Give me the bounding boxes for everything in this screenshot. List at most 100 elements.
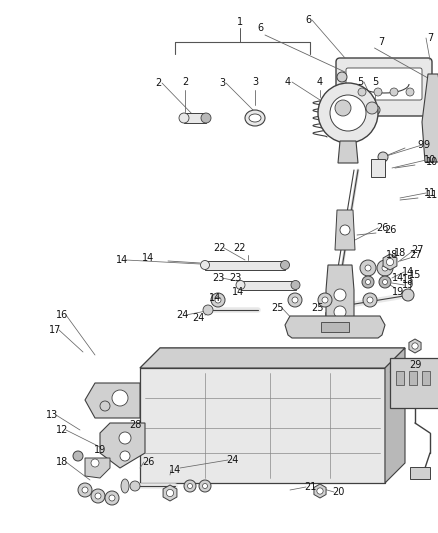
Text: 21: 21: [304, 482, 316, 492]
Circle shape: [100, 401, 110, 411]
Text: 6: 6: [258, 23, 264, 33]
Text: 26: 26: [142, 457, 154, 467]
Text: 25: 25: [312, 303, 324, 313]
Circle shape: [390, 88, 398, 96]
Polygon shape: [100, 423, 145, 468]
Circle shape: [334, 306, 346, 318]
Circle shape: [374, 88, 382, 96]
Circle shape: [120, 451, 130, 461]
Text: 19: 19: [392, 287, 404, 297]
Text: 24: 24: [192, 313, 204, 323]
Text: 6: 6: [305, 15, 311, 25]
Ellipse shape: [236, 280, 245, 289]
Ellipse shape: [201, 261, 209, 270]
Circle shape: [377, 260, 393, 276]
Circle shape: [360, 260, 376, 276]
Circle shape: [412, 343, 418, 349]
Circle shape: [378, 152, 388, 162]
Circle shape: [112, 390, 128, 406]
Text: 11: 11: [426, 190, 438, 200]
Text: 1: 1: [237, 17, 243, 27]
Circle shape: [362, 276, 374, 288]
Circle shape: [402, 289, 414, 301]
Circle shape: [184, 480, 196, 492]
Circle shape: [382, 265, 388, 271]
Text: 26: 26: [384, 225, 396, 235]
Circle shape: [215, 297, 221, 303]
Text: 2: 2: [182, 77, 188, 87]
Circle shape: [91, 489, 105, 503]
Circle shape: [370, 105, 380, 115]
Text: 18: 18: [56, 457, 68, 467]
Text: 22: 22: [214, 243, 226, 253]
Circle shape: [330, 95, 366, 131]
Polygon shape: [385, 348, 405, 483]
FancyBboxPatch shape: [346, 68, 422, 100]
Polygon shape: [390, 358, 438, 408]
Text: 24: 24: [176, 310, 188, 320]
Ellipse shape: [121, 479, 129, 493]
Text: 3: 3: [219, 78, 225, 88]
Text: 5: 5: [372, 77, 378, 87]
Circle shape: [406, 88, 414, 96]
Text: 23: 23: [212, 273, 224, 283]
Text: 4: 4: [285, 77, 291, 87]
Text: 19: 19: [94, 445, 106, 455]
Bar: [396, 371, 404, 385]
Polygon shape: [285, 316, 385, 338]
Circle shape: [317, 488, 323, 494]
Text: 14: 14: [169, 465, 181, 475]
Text: 26: 26: [376, 223, 388, 233]
Circle shape: [166, 489, 173, 497]
Circle shape: [199, 480, 211, 492]
Polygon shape: [335, 210, 355, 250]
Circle shape: [367, 297, 373, 303]
FancyBboxPatch shape: [336, 58, 432, 116]
Circle shape: [187, 483, 192, 489]
Text: 7: 7: [378, 37, 384, 47]
Circle shape: [292, 297, 298, 303]
Text: 14: 14: [209, 293, 221, 303]
Polygon shape: [163, 485, 177, 501]
Text: 27: 27: [409, 250, 421, 260]
Circle shape: [322, 297, 328, 303]
Circle shape: [203, 305, 213, 315]
Text: 14: 14: [116, 255, 128, 265]
Text: 14: 14: [402, 267, 414, 277]
Circle shape: [95, 493, 101, 499]
Text: 24: 24: [226, 455, 238, 465]
Text: 25: 25: [272, 303, 284, 313]
Circle shape: [382, 279, 388, 285]
Circle shape: [386, 259, 394, 265]
Bar: [422, 371, 430, 385]
Text: 13: 13: [46, 410, 58, 420]
Text: 10: 10: [424, 155, 436, 165]
Text: 14: 14: [232, 287, 244, 297]
Circle shape: [78, 483, 92, 497]
Text: 11: 11: [424, 188, 436, 198]
Circle shape: [365, 265, 371, 271]
Text: 3: 3: [252, 77, 258, 87]
Text: 29: 29: [409, 360, 421, 370]
Polygon shape: [409, 339, 421, 353]
Circle shape: [82, 487, 88, 493]
Bar: [409, 371, 417, 385]
Text: 15: 15: [409, 270, 421, 280]
Text: 16: 16: [56, 310, 68, 320]
Circle shape: [109, 495, 115, 501]
Text: 5: 5: [357, 77, 363, 87]
Text: 10: 10: [426, 157, 438, 167]
Polygon shape: [85, 458, 110, 478]
Circle shape: [288, 293, 302, 307]
Circle shape: [318, 293, 332, 307]
Text: 14: 14: [142, 253, 154, 263]
Text: 14: 14: [392, 273, 404, 283]
Circle shape: [202, 483, 208, 489]
Polygon shape: [326, 265, 354, 328]
Circle shape: [73, 451, 83, 461]
Circle shape: [318, 83, 378, 143]
Text: 9: 9: [423, 140, 429, 150]
Text: 28: 28: [129, 420, 141, 430]
Text: 27: 27: [412, 245, 424, 255]
Polygon shape: [383, 254, 397, 270]
